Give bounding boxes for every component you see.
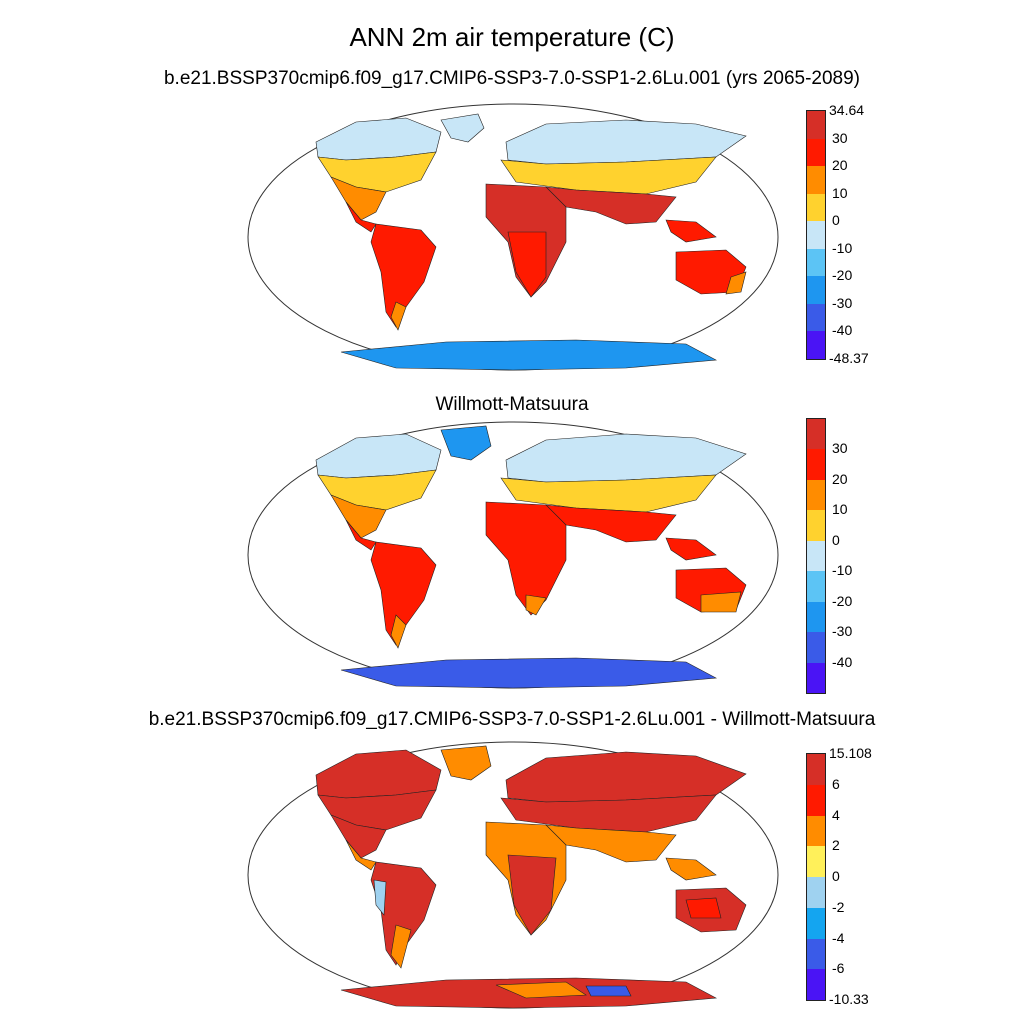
colorbar-1-label: 34.64 [829, 102, 865, 118]
colorbar-2-label: -30 [832, 623, 853, 640]
colorbar-1-segment [807, 138, 825, 167]
colorbar-1-label: 30 [832, 129, 848, 146]
colorbar-3-segment [807, 754, 825, 785]
continents-2 [315, 425, 747, 689]
colorbar-1-label: 0 [832, 212, 840, 229]
colorbar-1-label: 20 [832, 157, 848, 174]
colorbar-3-label: 6 [832, 775, 840, 792]
colorbar-2-segment [807, 601, 825, 633]
colorbar-3-label: -4 [832, 929, 845, 946]
colorbar-2-label: 20 [832, 470, 848, 487]
colorbar-2-segment [807, 632, 825, 663]
colorbar-1-segment [807, 331, 825, 359]
colorbar-1-segment [807, 221, 825, 249]
colorbar-1-label: -30 [832, 294, 853, 311]
colorbar-2-segment [807, 449, 825, 480]
colorbar-1-label: -48.37 [829, 350, 869, 366]
continents-3 [315, 745, 747, 1009]
colorbar-3-segment [807, 784, 825, 816]
colorbar-2-label: 30 [832, 440, 848, 457]
colorbar-3-label: -2 [832, 898, 845, 915]
colorbar-3-label: 2 [832, 837, 840, 854]
colorbar-2-segment [807, 479, 825, 511]
colorbar-1 [806, 110, 826, 360]
colorbar-2 [806, 418, 826, 694]
colorbar-1-label: -10 [832, 239, 853, 256]
colorbar-3-segment [807, 846, 825, 877]
panel-3-title: b.e21.BSSP370cmip6.f09_g17.CMIP6-SSP3-7.… [148, 709, 876, 730]
map-panel-2 [247, 421, 779, 689]
map-panel-3 [247, 741, 779, 1009]
map-panel-1 [247, 103, 779, 371]
colorbar-3 [806, 753, 826, 1001]
colorbar-1-segment [807, 111, 825, 139]
colorbar-3-label: -6 [832, 960, 845, 977]
colorbar-1-segment [807, 303, 825, 332]
colorbar-3-label: -10.33 [829, 991, 869, 1007]
colorbar-1-segment [807, 276, 825, 304]
continents-1 [315, 113, 747, 371]
colorbar-2-segment [807, 510, 825, 541]
colorbar-2-segment [807, 571, 825, 602]
colorbar-2-segment [807, 540, 825, 572]
colorbar-2-label: -20 [832, 592, 853, 609]
colorbar-1-label: -40 [832, 322, 853, 339]
colorbar-3-segment [807, 969, 825, 1000]
colorbar-1-label: -20 [832, 267, 853, 284]
colorbar-3-segment [807, 815, 825, 847]
figure-title: ANN 2m air temperature (C) [349, 22, 675, 52]
colorbar-2-segment [807, 419, 825, 450]
colorbar-3-label: 15.108 [829, 745, 872, 761]
colorbar-2-segment [807, 662, 825, 693]
panel-1-title: b.e21.BSSP370cmip6.f09_g17.CMIP6-SSP3-7.… [163, 68, 861, 89]
colorbar-1-segment [807, 193, 825, 222]
colorbar-2-label: -40 [832, 653, 853, 670]
colorbar-1-segment [807, 248, 825, 277]
colorbar-2-label: -10 [832, 562, 853, 579]
colorbar-3-label: 4 [832, 806, 840, 823]
colorbar-2-label: 0 [832, 531, 840, 548]
colorbar-3-label: 0 [832, 868, 840, 884]
colorbar-3-segment [807, 907, 825, 939]
colorbar-2-label: 10 [832, 501, 848, 518]
colorbar-3-segment [807, 938, 825, 970]
colorbar-1-label: 10 [832, 184, 848, 201]
colorbar-3-segment [807, 877, 825, 908]
colorbar-1-segment [807, 166, 825, 194]
panel-2-title: Willmott-Matsuura [435, 394, 589, 415]
